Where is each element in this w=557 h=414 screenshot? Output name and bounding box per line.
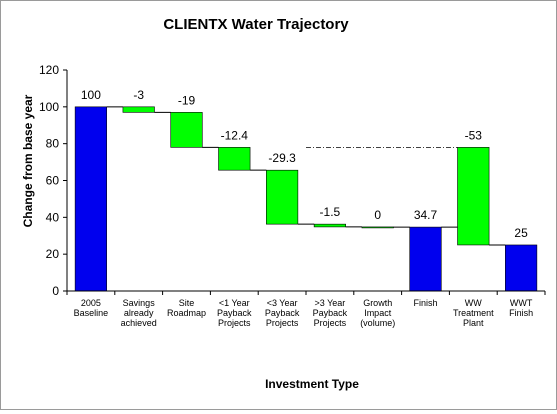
data-label-10: 25	[514, 226, 528, 240]
y-tick-label-40: 40	[46, 210, 60, 224]
bar-9	[457, 147, 490, 246]
y-tick-label-20: 20	[46, 247, 60, 261]
chart-title: CLIENTX Water Trajectory	[163, 16, 349, 33]
x-tick-label-4: <1 Year Payback Projects	[217, 298, 252, 328]
bar-2	[122, 106, 155, 113]
data-label-6: -1.5	[320, 205, 341, 219]
bar-6	[313, 223, 346, 228]
data-label-3: -19	[178, 93, 196, 107]
bar-10	[505, 244, 538, 292]
x-tick-label-10: WWT Finish	[509, 298, 533, 318]
x-tick-label-7: Growth Impact (volume)	[360, 298, 395, 328]
data-label-9: -53	[465, 128, 483, 142]
data-label-8: 34.7	[414, 208, 438, 222]
x-tick-label-5: <3 Year Payback Projects	[265, 298, 300, 328]
x-tick-label-8: Finish	[413, 298, 437, 308]
x-tick-label-1: 2005 Baseline	[74, 298, 109, 318]
y-axis-title: Change from base year	[21, 94, 35, 227]
x-tick-label-6: >3 Year Payback Projects	[313, 298, 348, 328]
bar-1	[74, 106, 107, 292]
bar-8	[409, 226, 442, 292]
y-tick-label-60: 60	[46, 174, 60, 188]
data-label-2: -3	[133, 88, 144, 102]
data-label-5: -29.3	[268, 151, 296, 165]
y-tick-label-80: 80	[46, 137, 60, 151]
bar-3	[170, 112, 203, 148]
y-tick-label-100: 100	[39, 100, 59, 114]
bar-7	[361, 226, 394, 229]
data-label-7: 0	[374, 208, 381, 222]
plot-area: 100 -3 -19 -12.4 -29.3 -1.5 0 34.7 -53 25 0 20 40 60 8…	[39, 63, 546, 328]
bar-4	[218, 147, 251, 171]
y-tick-label-120: 120	[39, 63, 59, 77]
data-label-4: -12.4	[221, 128, 249, 142]
x-tick-label-9: WW Treatment Plant	[453, 298, 494, 328]
x-tick-label-3: Site Roadmap	[167, 298, 206, 318]
bar-5	[266, 169, 299, 225]
x-axis-title: Investment Type	[265, 377, 359, 391]
data-label-1: 100	[81, 88, 101, 102]
x-tick-label-2: Savings already achieved	[121, 298, 157, 328]
y-tick-label-0: 0	[52, 284, 59, 298]
